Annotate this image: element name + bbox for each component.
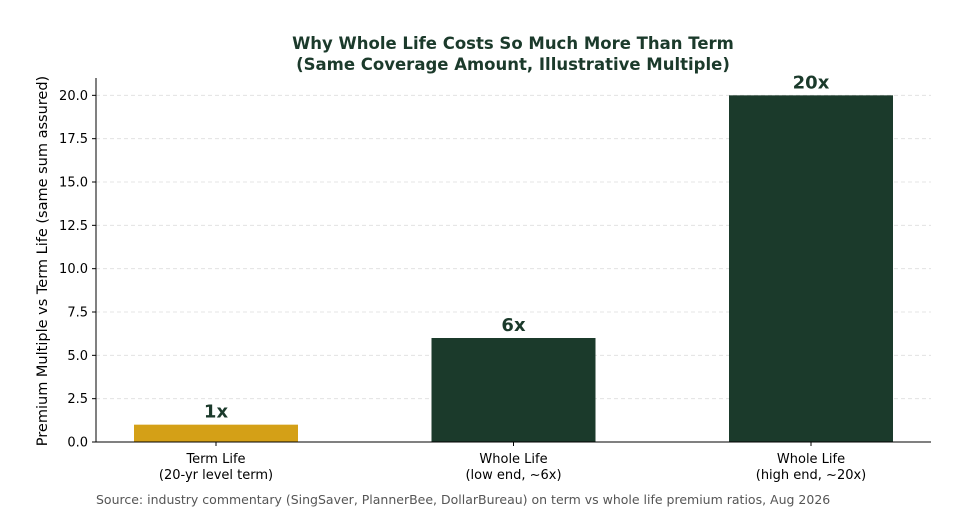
- bar: [431, 338, 596, 442]
- bar-value-labels: 1x 6x 20x: [204, 72, 830, 422]
- y-axis-label: Premium Multiple vs Term Life (same sum …: [35, 76, 51, 446]
- chart-title-line: Why Whole Life Costs So Much More Than T…: [292, 34, 734, 53]
- chart-title-line: (Same Coverage Amount, Illustrative Mult…: [296, 55, 730, 74]
- y-tick-label: 0.0: [67, 436, 88, 451]
- y-tick-label: 12.5: [59, 219, 88, 234]
- x-tick-label: (low end, ~6x): [465, 468, 561, 483]
- x-tick-label: Whole Life: [777, 452, 845, 467]
- x-tick-label: (high end, ~20x): [756, 468, 867, 483]
- y-tick-label: 15.0: [59, 176, 88, 191]
- bars: [134, 95, 893, 442]
- x-tick-label: (20-yr level term): [159, 468, 273, 483]
- y-tick-label: 7.5: [67, 306, 88, 321]
- x-axis-ticks: Term Life(20-yr level term)Whole Life(lo…: [159, 442, 866, 483]
- y-tick-label: 17.5: [59, 132, 88, 147]
- bar-value-label: 6x: [501, 315, 526, 336]
- bar: [134, 424, 298, 442]
- bar-value-label: 20x: [793, 72, 830, 93]
- chart-title: Why Whole Life Costs So Much More Than T…: [292, 34, 734, 74]
- y-tick-label: 20.0: [59, 89, 88, 104]
- bar: [729, 95, 893, 442]
- y-tick-label: 5.0: [67, 349, 88, 364]
- y-axis-ticks: 0.0 2.5 5.0 7.5 10.0 12.5 15.0 17.5 20.0: [59, 89, 96, 451]
- y-tick-label: 2.5: [67, 392, 88, 407]
- bar-value-label: 1x: [204, 402, 229, 423]
- x-tick-label: Term Life: [185, 452, 245, 467]
- source-note: Source: industry commentary (SingSaver, …: [96, 492, 830, 507]
- x-tick-label: Whole Life: [479, 452, 547, 467]
- y-tick-label: 10.0: [59, 262, 88, 277]
